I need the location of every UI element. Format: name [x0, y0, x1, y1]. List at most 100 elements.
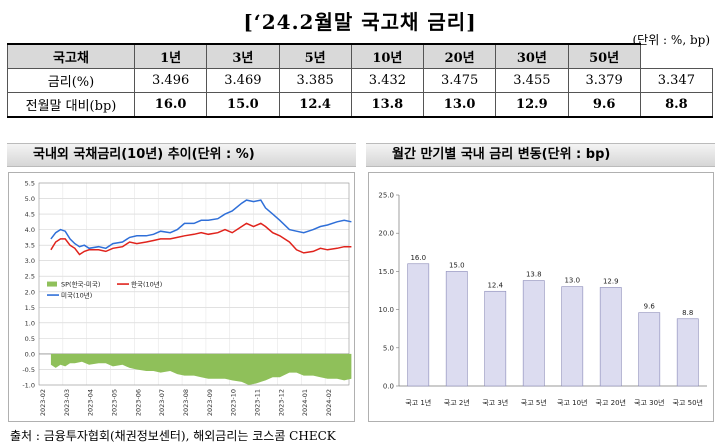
- x-tick-label: 국고 5년: [521, 398, 547, 407]
- table-header-cell: 국고채: [7, 43, 135, 69]
- data-label: 12.9: [603, 277, 619, 285]
- x-tick-label: 2024-01: [301, 389, 309, 416]
- x-tick-label: 국고 10년: [557, 398, 587, 407]
- data-label: 9.6: [644, 303, 656, 311]
- table-header-cell: 5년: [278, 43, 352, 69]
- x-tick-label: 2024-02: [325, 389, 333, 416]
- bar: [522, 280, 545, 387]
- table-cell: 3.475: [422, 68, 497, 93]
- x-tick-label: 2023-02: [39, 389, 47, 416]
- table-header-cell: 20년: [422, 43, 497, 69]
- table-cell: 3.496: [133, 68, 208, 93]
- table-header-row: 국고채 1년 3년 5년 10년 20년 30년 50년: [7, 43, 713, 69]
- table-cell: 15.0: [206, 92, 280, 118]
- legend-label: 미국(10년): [61, 291, 92, 300]
- data-label: 8.8: [682, 309, 693, 317]
- y-tick-label: 25.0: [378, 192, 394, 200]
- table-row-rate: 금리(%) 3.496 3.469 3.385 3.432 3.475 3.45…: [7, 68, 714, 93]
- table-row-change: 전월말 대비(bp) 16.0 15.0 12.4 13.8 13.0 12.9…: [7, 92, 714, 118]
- source-note: 출처 : 금융투자협회(채권정보센터), 해외금리는 코스콤 CHECK: [10, 429, 336, 443]
- data-label: 13.0: [564, 277, 580, 285]
- legend-label: SP(한국-미국): [61, 280, 100, 289]
- page-title: [‘24.2월말 국고채 금리]: [243, 10, 477, 34]
- y-tick-label: 5.0: [383, 344, 394, 352]
- bar: [638, 312, 661, 387]
- x-tick-label: 2023-09: [206, 389, 214, 416]
- table-cell: 12.9: [495, 92, 569, 118]
- table-header-cell: 50년: [567, 43, 641, 69]
- us-10y-line: [50, 199, 352, 250]
- y-tick-label: 0.0: [25, 350, 35, 358]
- bar: [599, 287, 622, 387]
- right-chart-title: 월간 만기별 국내 금리 변동(단위 : bp): [366, 143, 715, 167]
- y-tick-label: 2.5: [25, 273, 35, 281]
- y-tick-label: 10.0: [378, 306, 394, 314]
- x-tick-label: 2023-10: [230, 389, 238, 416]
- x-tick-label: 2023-04: [87, 389, 95, 416]
- table-cell: 16.0: [133, 92, 208, 118]
- y-tick-label: -0.5: [22, 366, 35, 374]
- bar: [676, 318, 699, 387]
- left-chart-title: 국내외 국채금리(10년) 추이(단위 : %): [7, 143, 356, 167]
- bar: [445, 271, 468, 387]
- y-tick-label: 3.0: [25, 257, 35, 265]
- y-tick-label: 1.5: [25, 304, 35, 312]
- table-header-cell: 1년: [133, 43, 208, 69]
- table-header-cell: 3년: [206, 43, 280, 69]
- rates-table: 국고채 1년 3년 5년 10년 20년 30년 50년 금리(%) 3.496…: [7, 43, 714, 118]
- y-tick-label: 1.0: [25, 319, 35, 327]
- korea-10y-line: [50, 222, 352, 256]
- bar: [407, 263, 430, 387]
- y-tick-label: 0.0: [383, 383, 394, 391]
- x-tick-label: 2023-05: [110, 389, 118, 416]
- x-tick-label: 2023-07: [158, 389, 166, 416]
- x-tick-label: 국고 3년: [482, 398, 508, 407]
- data-label: 13.8: [526, 271, 542, 279]
- y-tick-label: 5.5: [25, 180, 35, 188]
- spread-area: [50, 353, 352, 385]
- bar-chart-panel: 0.0 5.0 10.0 15.0 20.0 25.0 16.0 국고 1년 15.0 국고 2년…: [368, 172, 714, 422]
- x-tick-label: 국고 30년: [634, 398, 664, 407]
- table-cell: 8.8: [639, 92, 714, 118]
- bar-chart: 0.0 5.0 10.0 15.0 20.0 25.0 16.0 국고 1년 15.0 국고 2년…: [378, 192, 707, 407]
- x-tick-label: 2023-03: [63, 389, 71, 416]
- x-tick-label: 2023-08: [182, 389, 190, 416]
- row-label: 전월말 대비(bp): [7, 92, 135, 118]
- table-cell: 13.0: [422, 92, 497, 118]
- bar: [484, 290, 507, 387]
- y-tick-label: 20.0: [378, 230, 394, 238]
- x-tick-label: 2023-06: [134, 389, 142, 416]
- table-cell: 3.385: [278, 68, 352, 93]
- table-cell: 3.469: [206, 68, 280, 93]
- table-cell: 3.379: [567, 68, 641, 93]
- x-tick-label: 국고 50년: [673, 398, 703, 407]
- bar: [561, 286, 584, 387]
- y-tick-label: -1.0: [22, 382, 35, 390]
- table-cell: 13.8: [350, 92, 425, 118]
- table-cell: 3.455: [495, 68, 569, 93]
- legend-label: 한국(10년): [131, 280, 162, 289]
- legend-swatch: [47, 281, 57, 287]
- y-tick-label: 3.5: [25, 242, 35, 250]
- x-tick-label: 2023-12: [277, 389, 285, 416]
- unit-note: (단위 : %, bp): [632, 33, 710, 47]
- data-label: 16.0: [410, 254, 426, 262]
- y-tick-label: 15.0: [378, 268, 394, 276]
- data-label: 15.0: [449, 261, 465, 269]
- table-cell: 3.432: [350, 68, 425, 93]
- y-tick-label: 4.5: [25, 211, 35, 219]
- table-cell: 3.347: [639, 68, 714, 93]
- row-label: 금리(%): [7, 68, 135, 93]
- x-tick-label: 국고 20년: [596, 398, 626, 407]
- x-tick-label: 국고 1년: [405, 398, 431, 407]
- data-label: 12.4: [487, 281, 503, 289]
- table-cell: 9.6: [567, 92, 641, 118]
- plot-area: [38, 182, 350, 386]
- line-chart: 5.5 5.0 4.5 4.0 3.5 3.0 2.5 2.0 1.5 1.0 0.5 0.0 -0.5…: [22, 180, 352, 416]
- table-cell: 12.4: [278, 92, 352, 118]
- x-tick-label: 국고 2년: [444, 398, 470, 407]
- x-tick-label: 2023-11: [254, 389, 262, 416]
- y-tick-label: 5.0: [25, 195, 35, 203]
- line-chart-panel: 5.5 5.0 4.5 4.0 3.5 3.0 2.5 2.0 1.5 1.0 0.5 0.0 -0.5…: [8, 172, 355, 422]
- table-header-cell: 10년: [350, 43, 425, 69]
